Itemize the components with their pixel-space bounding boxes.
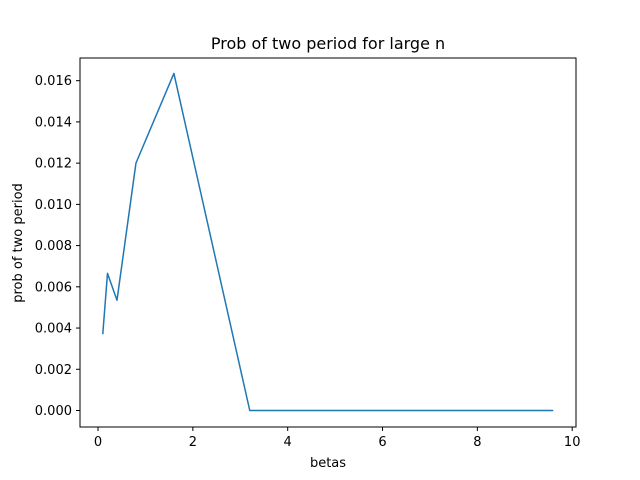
- y-tick-label: 0.014: [35, 115, 72, 130]
- x-axis-ticks: 0 2 4 6 8 10: [94, 427, 581, 450]
- y-tick-label: 0.002: [35, 363, 72, 378]
- x-tick-label: 8: [473, 435, 481, 450]
- x-tick-label: 10: [564, 435, 581, 450]
- y-tick-label: 0.006: [35, 280, 72, 295]
- y-tick-label: 0.016: [35, 74, 72, 89]
- series-line-0: [102, 72, 554, 412]
- plot-area: [79, 57, 577, 428]
- plot-frame: [79, 57, 577, 428]
- x-tick-label: 2: [189, 435, 197, 450]
- y-tick-label: 0.010: [35, 198, 72, 213]
- chart-title: Prob of two period for large n: [211, 34, 445, 53]
- x-axis-title: betas: [310, 456, 346, 471]
- y-tick-label: 0.004: [35, 322, 72, 337]
- y-tick-label: 0.000: [35, 404, 72, 419]
- x-tick-label: 0: [94, 435, 102, 450]
- y-tick-label: 0.008: [35, 239, 72, 254]
- x-tick-label: 4: [284, 435, 292, 450]
- x-tick-label: 6: [378, 435, 386, 450]
- y-axis-title: prob of two period: [11, 183, 26, 303]
- y-axis-ticks: 0.000 0.002 0.004 0.006 0.008 0.010 0.012 0.014…: [35, 74, 80, 419]
- y-tick-label: 0.012: [35, 157, 72, 172]
